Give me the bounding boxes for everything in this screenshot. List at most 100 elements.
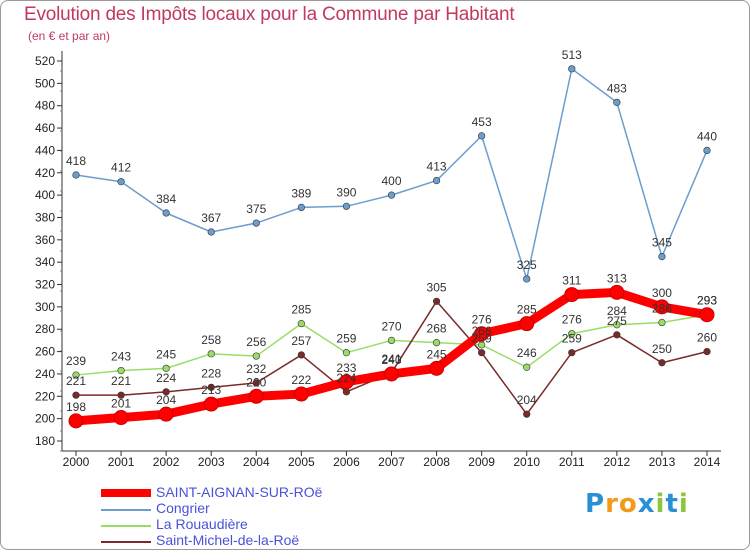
data-point-la-rouaudiere <box>568 330 576 338</box>
data-point-congrier <box>117 178 125 186</box>
data-point-la-rouaudiere <box>162 364 170 372</box>
data-label-congrier: 367 <box>201 211 221 225</box>
data-label-congrier: 375 <box>246 202 266 216</box>
data-label-congrier: 389 <box>291 186 311 200</box>
data-point-saint-aignan <box>338 374 354 390</box>
data-label-la-rouaudiere: 239 <box>66 354 86 368</box>
data-point-saint-michel <box>252 379 260 387</box>
y-tick-label: 240 <box>35 367 55 381</box>
data-label-la-rouaudiere: 293 <box>697 294 717 308</box>
data-point-la-rouaudiere <box>658 318 666 327</box>
data-label-saint-michel: 250 <box>652 342 672 356</box>
data-point-la-rouaudiere <box>432 339 441 347</box>
data-point-congrier <box>613 98 621 106</box>
y-tick-label: 500 <box>35 76 55 90</box>
data-label-saint-aignan: 213 <box>201 383 221 397</box>
legend-swatch-congrier <box>101 509 151 511</box>
chart-title: Evolution des Impôts locaux pour la Comm… <box>24 4 515 25</box>
data-point-saint-michel <box>297 351 305 359</box>
data-label-la-rouaudiere: 266 <box>472 324 492 338</box>
data-label-saint-aignan: 233 <box>336 361 356 375</box>
y-tick-label: 460 <box>35 121 55 135</box>
data-point-saint-michel <box>658 359 666 367</box>
data-label-saint-aignan: 293 <box>697 294 717 308</box>
data-label-saint-michel: 221 <box>66 374 86 388</box>
x-tick-label: 2013 <box>649 455 676 469</box>
x-tick-label: 2009 <box>468 455 495 469</box>
data-point-saint-michel <box>613 331 621 339</box>
data-point-saint-michel <box>207 383 215 391</box>
data-label-saint-aignan: 222 <box>291 373 311 387</box>
y-tick-label: 380 <box>35 210 55 224</box>
axes: 180 200 220 240 260 280 300 320 340 360 380 400 420 4… <box>35 51 721 469</box>
data-label-la-rouaudiere: 285 <box>291 303 311 317</box>
data-label-saint-michel: 221 <box>111 374 131 388</box>
data-label-saint-aignan: 240 <box>381 353 401 367</box>
data-point-congrier <box>252 219 260 227</box>
data-label-saint-aignan: 245 <box>427 347 447 361</box>
data-label-saint-michel: 259 <box>472 332 492 346</box>
data-point-saint-michel <box>117 391 125 399</box>
data-label-la-rouaudiere: 268 <box>427 322 447 336</box>
data-point-la-rouaudiere <box>117 366 125 375</box>
data-label-congrier: 390 <box>336 185 356 199</box>
y-tick-label: 180 <box>35 434 55 448</box>
data-label-saint-aignan: 311 <box>562 274 581 288</box>
data-label-saint-aignan: 300 <box>652 286 672 300</box>
data-point-saint-aignan <box>158 406 174 422</box>
data-label-congrier: 325 <box>517 258 537 272</box>
series-layer <box>68 65 715 429</box>
data-label-saint-aignan: 204 <box>156 393 176 407</box>
legend-swatch-saint-michel <box>101 541 151 543</box>
chart-subtitle: (en € et par an) <box>28 29 111 43</box>
y-tick-label: 440 <box>35 143 55 157</box>
data-label-saint-michel: 260 <box>697 331 717 345</box>
data-point-congrier <box>703 146 711 155</box>
y-tick-label: 280 <box>35 322 55 336</box>
data-point-saint-aignan <box>699 307 715 323</box>
data-label-saint-aignan: 313 <box>607 271 627 285</box>
data-label-la-rouaudiere: 286 <box>652 302 672 316</box>
data-label-congrier: 440 <box>697 129 717 143</box>
legend-label-saint-aignan: SAINT-AIGNAN-SUR-ROë <box>156 484 323 500</box>
x-tick-label: 2001 <box>108 455 135 469</box>
data-point-congrier <box>72 171 80 179</box>
data-point-saint-michel <box>342 388 351 396</box>
data-point-la-rouaudiere <box>297 320 305 328</box>
data-label-congrier: 418 <box>66 154 86 168</box>
data-labels: 418 412 384 367 375 389 390 400 413 453 325 513 483 3… <box>66 48 717 414</box>
data-point-saint-michel <box>523 410 531 418</box>
data-label-la-rouaudiere: 245 <box>156 347 176 361</box>
data-point-la-rouaudiere <box>387 336 396 345</box>
data-label-la-rouaudiere: 256 <box>246 335 266 349</box>
data-point-saint-aignan <box>654 299 670 315</box>
data-label-saint-michel: 228 <box>201 366 221 380</box>
data-label-congrier: 483 <box>607 81 627 95</box>
data-label-la-rouaudiere: 259 <box>336 332 356 346</box>
data-label-congrier: 453 <box>472 115 492 129</box>
data-point-la-rouaudiere <box>342 349 351 357</box>
y-tick-label: 300 <box>35 300 55 314</box>
data-point-congrier <box>432 176 441 185</box>
data-point-congrier <box>478 132 486 140</box>
data-label-congrier: 513 <box>562 48 582 62</box>
data-label-saint-aignan: 220 <box>246 375 266 389</box>
x-tick-label: 2010 <box>513 455 540 469</box>
data-label-la-rouaudiere: 246 <box>517 346 537 360</box>
data-label-la-rouaudiere: 258 <box>201 333 221 347</box>
data-label-saint-michel: 241 <box>381 352 401 366</box>
data-label-congrier: 412 <box>111 161 131 175</box>
x-tick-label: 2000 <box>63 455 90 469</box>
y-tick-label: 520 <box>35 54 55 68</box>
logo-letter: i <box>655 489 666 519</box>
logo-letter: o <box>618 489 638 519</box>
y-tick-label: 360 <box>35 233 55 247</box>
x-tick-label: 2008 <box>423 455 450 469</box>
data-point-saint-aignan <box>519 316 535 332</box>
data-point-saint-michel <box>703 347 711 356</box>
data-label-la-rouaudiere: 270 <box>381 319 401 333</box>
data-point-la-rouaudiere <box>207 350 215 358</box>
y-tick-label: 400 <box>35 188 55 202</box>
